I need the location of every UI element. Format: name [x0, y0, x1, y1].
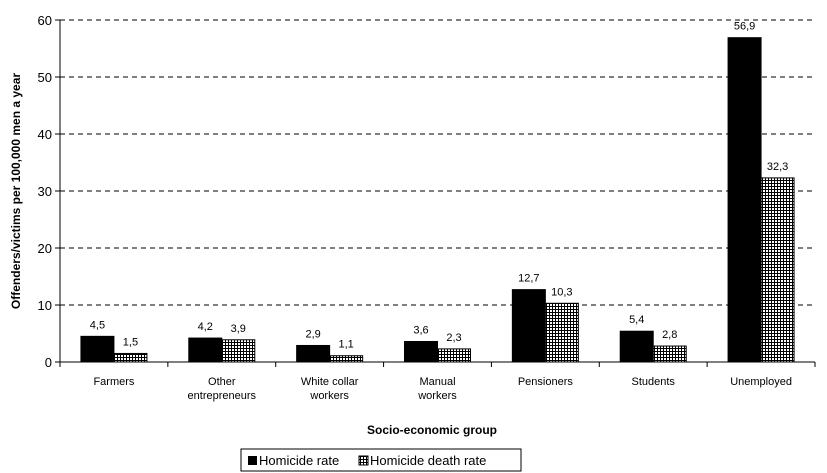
value-label: 4,5 — [90, 319, 105, 331]
y-tick-labels: 0 10 20 30 40 50 60 — [38, 13, 52, 370]
bar-homicide-death-rate — [652, 345, 687, 363]
y-axis-title: Offenders/victims per 100,000 men a year — [9, 73, 23, 309]
x-category-label: Students — [632, 376, 676, 388]
bars — [80, 37, 795, 363]
legend-swatch-homicide-rate — [248, 456, 257, 465]
bar-homicide-rate — [727, 37, 762, 363]
bar-homicide-rate — [296, 344, 331, 363]
bar-homicide-death-rate — [760, 177, 795, 363]
legend-swatch-homicide-death-rate — [358, 455, 369, 466]
x-category-label: Manual — [419, 376, 455, 388]
x-category-label: workers — [417, 390, 457, 402]
value-label: 4,2 — [198, 321, 213, 333]
value-label: 2,9 — [305, 328, 320, 340]
y-tick-label: 10 — [38, 298, 52, 313]
bar-homicide-rate — [80, 335, 115, 363]
y-tick-label: 60 — [38, 13, 52, 28]
x-category-label: Farmers — [93, 376, 134, 388]
y-tick-label: 0 — [45, 355, 52, 370]
legend-frame — [240, 448, 522, 472]
bar-homicide-death-rate — [544, 302, 579, 363]
bar-homicide-rate — [404, 340, 438, 363]
value-label: 2,8 — [662, 329, 677, 341]
value-label: 10,3 — [551, 286, 572, 298]
y-tick-label: 50 — [38, 70, 52, 85]
x-axis-title: Socio-economic group — [367, 423, 497, 437]
value-labels: 4,5 1,5 4,2 3,9 2,9 1,1 3,6 2,3 12,7 10,3 5,4 2,8 56… — [90, 21, 789, 351]
x-category-label: Pensioners — [518, 376, 574, 388]
bar-homicide-death-rate — [113, 352, 148, 363]
legend: Homicide rate Homicide death rate — [240, 448, 522, 472]
bar-homicide-death-rate — [221, 339, 256, 363]
bar-homicide-rate — [511, 289, 546, 363]
y-tick-label: 20 — [38, 241, 52, 256]
axes — [55, 19, 816, 367]
value-label: 3,6 — [413, 324, 428, 336]
value-label: 1,5 — [123, 336, 138, 348]
bar-homicide-rate — [619, 330, 654, 363]
value-label: 56,9 — [734, 21, 755, 33]
bar-homicide-rate — [188, 337, 223, 363]
bar-homicide-death-rate — [329, 355, 364, 363]
legend-label-homicide-death-rate: Homicide death rate — [370, 453, 486, 468]
x-category-label: Unemployed — [730, 376, 792, 388]
y-tick-label: 40 — [38, 127, 52, 142]
value-label: 12,7 — [518, 273, 539, 285]
value-label: 3,9 — [231, 323, 246, 335]
value-label: 5,4 — [629, 314, 644, 326]
legend-label-homicide-rate: Homicide rate — [259, 453, 339, 468]
x-category-labels: Farmers Other entrepreneurs White collar wor… — [93, 376, 792, 402]
value-label: 32,3 — [767, 161, 788, 173]
x-category-label: White collar — [301, 376, 359, 388]
x-category-label: Other — [208, 376, 236, 388]
y-tick-label: 30 — [38, 184, 52, 199]
value-label: 1,1 — [338, 339, 353, 351]
gridlines — [60, 19, 815, 306]
x-category-label: workers — [309, 390, 349, 402]
bar-homicide-death-rate — [437, 348, 471, 363]
value-label: 2,3 — [446, 332, 461, 344]
x-category-label: entrepreneurs — [188, 390, 257, 402]
